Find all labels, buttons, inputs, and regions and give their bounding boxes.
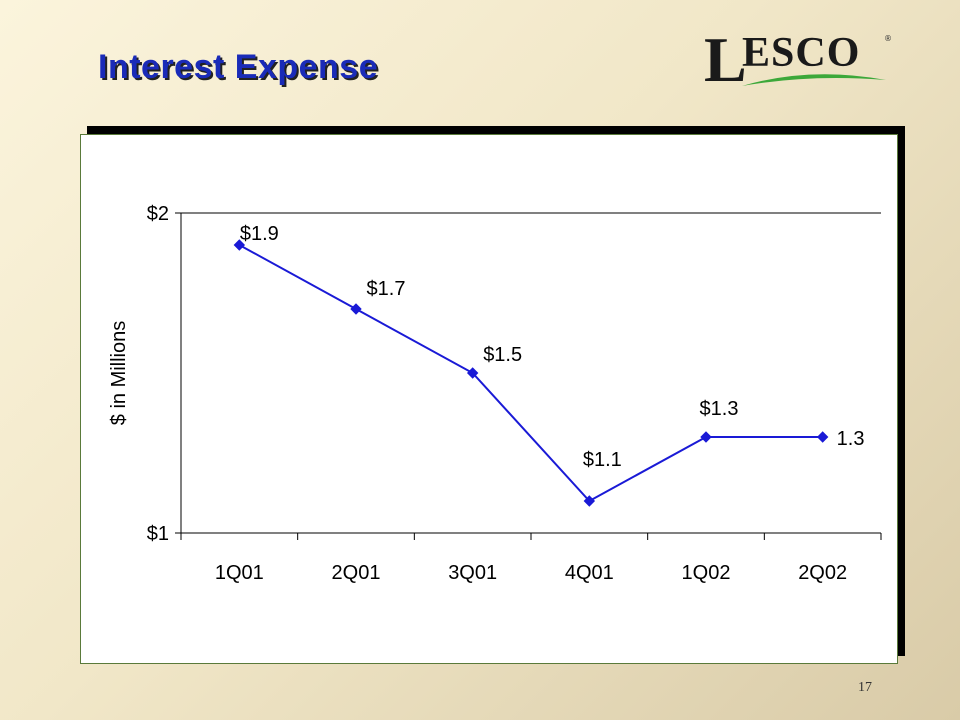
data-label: 1.3 xyxy=(837,428,865,450)
series-line xyxy=(238,244,823,503)
x-tick-label: 3Q01 xyxy=(448,562,497,584)
page-number: 17 xyxy=(858,680,872,695)
data-point xyxy=(816,431,829,443)
logo-letter-l: L xyxy=(704,24,747,95)
x-tick-label: 1Q01 xyxy=(215,562,264,584)
line-chart: $1 $2 1Q01 2Q01 3Q01 4Q01 1Q02 2Q02 $ in Million… xyxy=(108,203,882,584)
lesco-logo: L ESCO ® xyxy=(700,26,900,106)
y-axis-label: $ in Millions xyxy=(108,321,130,425)
data-point xyxy=(700,431,712,443)
data-point xyxy=(583,495,596,507)
registered-mark: ® xyxy=(884,34,892,43)
logo-letters: ESCO xyxy=(742,30,861,76)
data-point xyxy=(350,303,362,315)
data-point xyxy=(233,239,246,251)
data-label: $1.3 xyxy=(700,398,739,420)
x-tick-label: 4Q01 xyxy=(565,562,614,584)
y-tick-label: $2 xyxy=(147,203,169,225)
y-tick-label: $1 xyxy=(147,523,169,545)
data-point xyxy=(466,367,479,379)
data-label: $1.5 xyxy=(483,344,522,366)
x-tick-label: 1Q02 xyxy=(682,562,731,584)
x-tick-label: 2Q02 xyxy=(798,562,847,584)
slide-title: Interest Expense xyxy=(98,48,379,86)
x-tick-label: 2Q01 xyxy=(332,562,381,584)
logo-swoosh-icon xyxy=(742,74,886,86)
data-label: $1.9 xyxy=(240,223,279,245)
data-label: $1.7 xyxy=(367,278,406,300)
chart-panel: $1 $2 1Q01 2Q01 3Q01 4Q01 1Q02 2Q02 $ in Million… xyxy=(80,134,898,664)
data-label: $1.1 xyxy=(583,449,622,471)
